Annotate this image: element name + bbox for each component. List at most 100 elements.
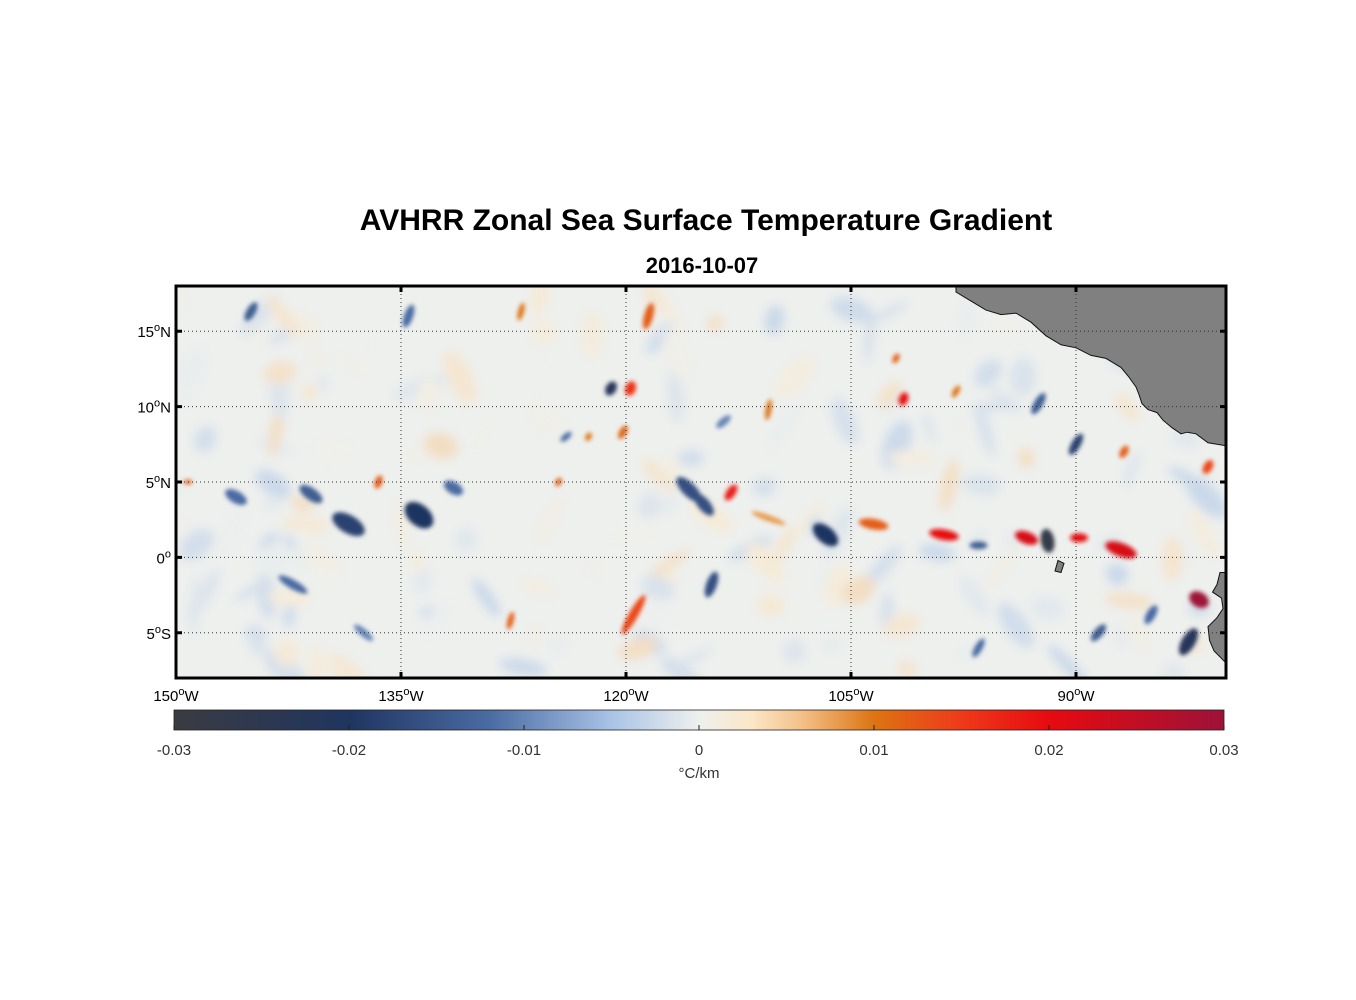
degree-mark: o xyxy=(165,548,171,560)
texture-blob xyxy=(973,359,1003,387)
gradient-feature xyxy=(812,523,839,547)
degree-mark: o xyxy=(154,322,160,334)
texture-blob xyxy=(948,356,980,386)
texture-blob xyxy=(774,356,816,399)
texture-blob xyxy=(648,549,691,578)
texture-blob xyxy=(751,477,777,497)
gradient-feature xyxy=(1189,591,1209,608)
lon-hemisphere: W xyxy=(634,688,649,705)
lat-hemisphere: S xyxy=(161,626,171,643)
texture-blob xyxy=(186,569,221,620)
gradient-feature xyxy=(1031,392,1046,415)
texture-blob xyxy=(897,660,917,678)
gradient-feature xyxy=(353,624,374,642)
texture-blob xyxy=(306,645,327,678)
lat-tick-label: 0o xyxy=(157,548,171,567)
lon-tick-number: 150 xyxy=(153,688,178,705)
degree-mark: o xyxy=(403,686,409,698)
texture-blob xyxy=(226,557,245,597)
texture-blob xyxy=(1113,624,1129,650)
texture-blob xyxy=(259,532,280,548)
gradient-feature xyxy=(642,303,655,330)
texture-blob xyxy=(472,578,501,617)
lon-hemisphere: W xyxy=(1080,688,1095,705)
gradient-feature xyxy=(621,595,646,635)
texture-blob xyxy=(1170,429,1201,449)
texture-blob xyxy=(525,626,541,648)
tick-marks xyxy=(174,286,1226,678)
texture-blob xyxy=(1123,452,1140,488)
gradient-feature xyxy=(517,302,525,321)
gradient-feature xyxy=(618,425,628,440)
degree-mark: o xyxy=(853,686,859,698)
gradient-features xyxy=(183,302,1214,658)
texture-blob xyxy=(194,425,217,453)
texture-blob xyxy=(660,457,682,479)
texture-blob xyxy=(473,416,488,454)
texture-blob xyxy=(659,495,679,515)
lon-tick-label: 150oW xyxy=(153,686,199,705)
gradient-feature xyxy=(1040,528,1055,553)
texture-blob xyxy=(641,459,677,492)
texture-blob xyxy=(266,295,301,338)
texture-blob xyxy=(1047,644,1089,678)
gradient-feature xyxy=(244,302,258,322)
gradient-feature xyxy=(443,480,464,496)
texture-blob xyxy=(579,311,606,359)
texture-blob xyxy=(983,546,1019,591)
gradient-feature xyxy=(751,511,786,525)
texture-blob xyxy=(1115,392,1140,422)
gradient-feature xyxy=(1105,541,1137,559)
texture-blob xyxy=(499,658,548,677)
texture-blob xyxy=(423,600,453,639)
texture-blob xyxy=(403,449,425,463)
lon-hemisphere: W xyxy=(859,688,874,705)
lat-tick-number: 5 xyxy=(147,626,155,643)
texture-blob xyxy=(649,309,669,319)
texture-blob xyxy=(412,550,424,573)
texture-blob xyxy=(1030,595,1065,621)
texture-blob xyxy=(290,495,315,512)
gradient-feature xyxy=(704,571,719,598)
degree-mark: o xyxy=(154,398,160,410)
texture-blob xyxy=(952,419,970,435)
gradient-feature xyxy=(1178,628,1199,656)
lat-hemisphere: N xyxy=(160,324,171,341)
texture-blob xyxy=(213,506,247,561)
gradient-feature xyxy=(1202,460,1214,474)
texture-blob xyxy=(254,536,284,580)
gradient-feature xyxy=(299,484,323,504)
colorbar-tick-label: 0.02 xyxy=(1034,742,1063,759)
colorbar-tick-label: -0.01 xyxy=(507,742,541,759)
texture-blob xyxy=(415,378,441,412)
lat-tick-label: 5oN xyxy=(146,473,171,492)
south-america-land xyxy=(1207,572,1226,664)
texture-blob xyxy=(820,635,842,653)
gradient-feature xyxy=(765,399,772,420)
lon-tick-number: 90 xyxy=(1058,688,1075,705)
texture-blob xyxy=(618,636,658,660)
lon-tick-label: 90oW xyxy=(1058,686,1096,705)
lon-hemisphere: W xyxy=(184,688,199,705)
texture-blob xyxy=(921,412,937,443)
texture-blob xyxy=(855,635,878,661)
lat-tick-label: 5oS xyxy=(147,624,171,643)
gradient-feature xyxy=(278,575,308,594)
texture-blob xyxy=(773,526,797,564)
texture-blob xyxy=(549,341,573,365)
gradient-feature xyxy=(716,415,731,429)
gradient-feature xyxy=(225,489,247,506)
texture-blob xyxy=(528,401,569,439)
gradient-feature xyxy=(929,528,959,541)
texture-blob xyxy=(677,450,705,467)
texture-blob xyxy=(654,286,685,334)
gradient-feature xyxy=(694,493,714,516)
texture-blob xyxy=(831,397,859,445)
texture-blob xyxy=(663,329,693,384)
colorbar-tick-label: 0 xyxy=(695,742,703,759)
texture-blob xyxy=(411,568,433,595)
gradient-feature xyxy=(1090,624,1107,642)
gradient-feature xyxy=(585,432,592,441)
